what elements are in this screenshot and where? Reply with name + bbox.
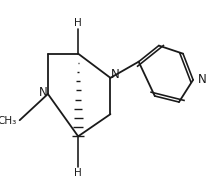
- Text: H: H: [74, 18, 82, 28]
- Text: N: N: [198, 73, 207, 86]
- Text: CH₃: CH₃: [0, 116, 17, 126]
- Text: N: N: [38, 86, 47, 99]
- Text: N: N: [111, 68, 120, 81]
- Text: H: H: [74, 168, 82, 178]
